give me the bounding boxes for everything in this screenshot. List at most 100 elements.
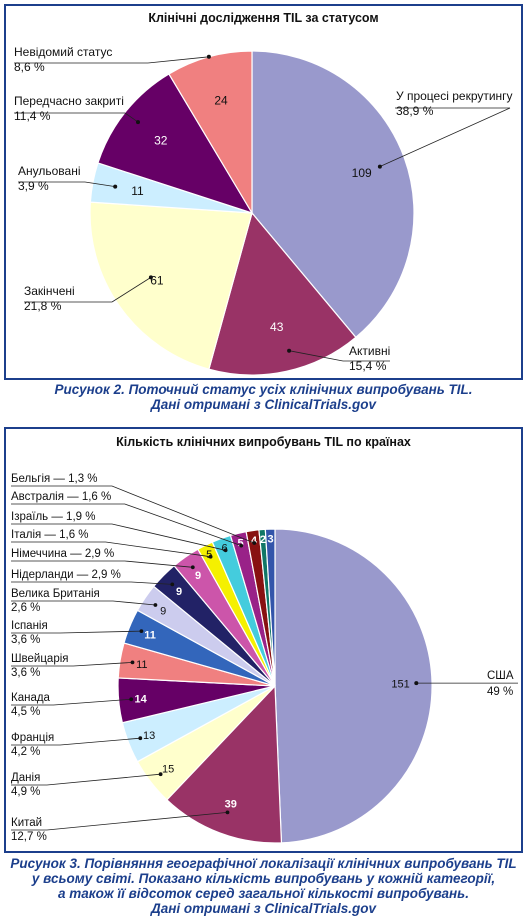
leader-dot	[130, 660, 135, 665]
leader-line	[11, 560, 193, 568]
slice-name-label: Невідомий статус	[14, 45, 112, 59]
slice-name-label: У процесі рекрутингу	[396, 89, 513, 103]
slice-percent-label: 2,6 %	[11, 602, 40, 614]
slice-value-label: 9	[195, 570, 201, 582]
leader-dot	[190, 565, 195, 570]
slice-value-label: 109	[352, 166, 372, 180]
slice-value-label: 4	[251, 535, 258, 547]
slice-value-label: 32	[154, 133, 168, 147]
slice-value-label: 9	[176, 586, 182, 598]
slice-value-label: 6	[221, 542, 227, 554]
leader-line	[11, 630, 142, 634]
figure-2-caption: Рисунок 2. Поточний статус усіх клінічни…	[0, 382, 527, 412]
leader-line	[124, 112, 139, 123]
leader-dot	[377, 164, 382, 169]
figure-3-caption: Рисунок 3. Порівняння географічної локал…	[0, 856, 527, 916]
leader-line	[11, 581, 173, 585]
slice-name-label: Нідерланди — 2,9 %	[11, 569, 121, 581]
slice-percent-label: 49 %	[487, 686, 513, 698]
slice-percent-label: 8,6 %	[14, 60, 45, 74]
pie-slice	[166, 684, 283, 844]
leader-dot	[239, 543, 244, 548]
leader-dot	[223, 548, 228, 553]
pie-slice	[97, 73, 254, 215]
leader-dot	[206, 54, 211, 59]
slice-percent-label: 4,5 %	[11, 706, 40, 718]
slice-percent-label: 4,2 %	[11, 746, 40, 758]
caption-line: а також її відсоток серед загальної кіль…	[58, 886, 469, 901]
pie-slice	[251, 50, 415, 339]
slice-value-label: 2	[260, 534, 266, 546]
caption-line: Рисунок 2. Поточний статус усіх клінічни…	[54, 382, 473, 397]
leader-dot	[287, 348, 292, 353]
leader-line	[84, 181, 116, 187]
leader-line	[11, 485, 255, 544]
leader-line	[11, 523, 226, 551]
leader-dot	[208, 554, 213, 559]
slice-value-label: 5	[237, 538, 243, 550]
slice-name-label: Китай	[11, 817, 42, 829]
leader-dot	[170, 582, 175, 587]
status-chart-title: Клінічні дослідження TIL за статусом	[148, 11, 379, 25]
slice-value-label: 24	[214, 94, 228, 108]
leader-line	[11, 600, 156, 606]
country-chart-title: Кількість клінічних випробувань TIL по к…	[116, 435, 411, 449]
slice-name-label: Активні	[349, 344, 390, 358]
leader-line	[147, 56, 209, 64]
leader-dot	[136, 120, 140, 125]
leader-line	[11, 503, 242, 546]
slice-name-label: Велика Британія	[11, 588, 100, 600]
slice-name-label: Анульовані	[18, 164, 81, 178]
leader-dot	[153, 603, 158, 607]
slice-name-label: Данія	[11, 772, 40, 784]
slice-percent-label: 4,9 %	[11, 786, 40, 798]
slice-percent-label: 11,4 %	[14, 109, 51, 123]
slice-percent-label: 3,9 %	[18, 179, 49, 193]
leader-line	[111, 277, 152, 303]
slice-name-label: Бельгія — 1,3 %	[11, 473, 98, 485]
slice-value-label: 43	[270, 320, 284, 334]
caption-line: Дані отримані з ClinicalTrials.gov	[151, 397, 376, 412]
pie-slice	[264, 528, 276, 687]
slice-value-label: 3	[267, 534, 273, 546]
slice-value-label: 5	[206, 549, 212, 561]
leader-line	[379, 107, 511, 167]
slice-percent-label: 3,6 %	[11, 634, 40, 646]
slice-value-label: 11	[144, 630, 156, 642]
slice-value-label: 11	[131, 184, 144, 198]
leader-dot	[158, 772, 163, 777]
slice-name-label: США	[487, 670, 514, 682]
slice-name-label: Закінчені	[24, 284, 75, 298]
leader-line	[11, 812, 228, 831]
slice-percent-label: 38,9 %	[396, 104, 434, 118]
leader-line	[11, 662, 133, 667]
slice-value-label: 13	[143, 730, 155, 742]
leader-dot	[414, 681, 419, 686]
leader-dot	[139, 629, 144, 633]
slice-name-label: Передчасно закриті	[14, 94, 124, 108]
leader-line	[11, 773, 161, 786]
slice-name-label: Ізраїль — 1,9 %	[11, 511, 95, 523]
pie-slice	[89, 201, 253, 370]
slice-name-label: Іспанія	[11, 620, 48, 632]
slice-value-label: 11	[136, 659, 147, 671]
slice-percent-label: 21,8 %	[24, 299, 62, 313]
slice-percent-label: 3,6 %	[11, 667, 40, 679]
caption-line: у всьому світі. Показано кількість випро…	[31, 871, 496, 886]
slice-value-label: 151	[391, 678, 409, 690]
caption-line: Рисунок 3. Порівняння географічної локал…	[10, 856, 517, 871]
slice-name-label: Канада	[11, 692, 51, 704]
leader-dot	[252, 541, 257, 545]
slice-name-label: Швейцарія	[11, 653, 69, 665]
slice-name-label: Італія — 1,6 %	[11, 529, 89, 541]
leader-line	[11, 737, 141, 746]
slice-name-label: Німеччина — 2,9 %	[11, 548, 114, 560]
leader-dot	[225, 810, 230, 815]
leader-dot	[138, 736, 143, 741]
slice-value-label: 9	[160, 605, 166, 617]
slice-value-label: 14	[134, 694, 147, 706]
slice-percent-label: 15,4 %	[349, 359, 387, 373]
